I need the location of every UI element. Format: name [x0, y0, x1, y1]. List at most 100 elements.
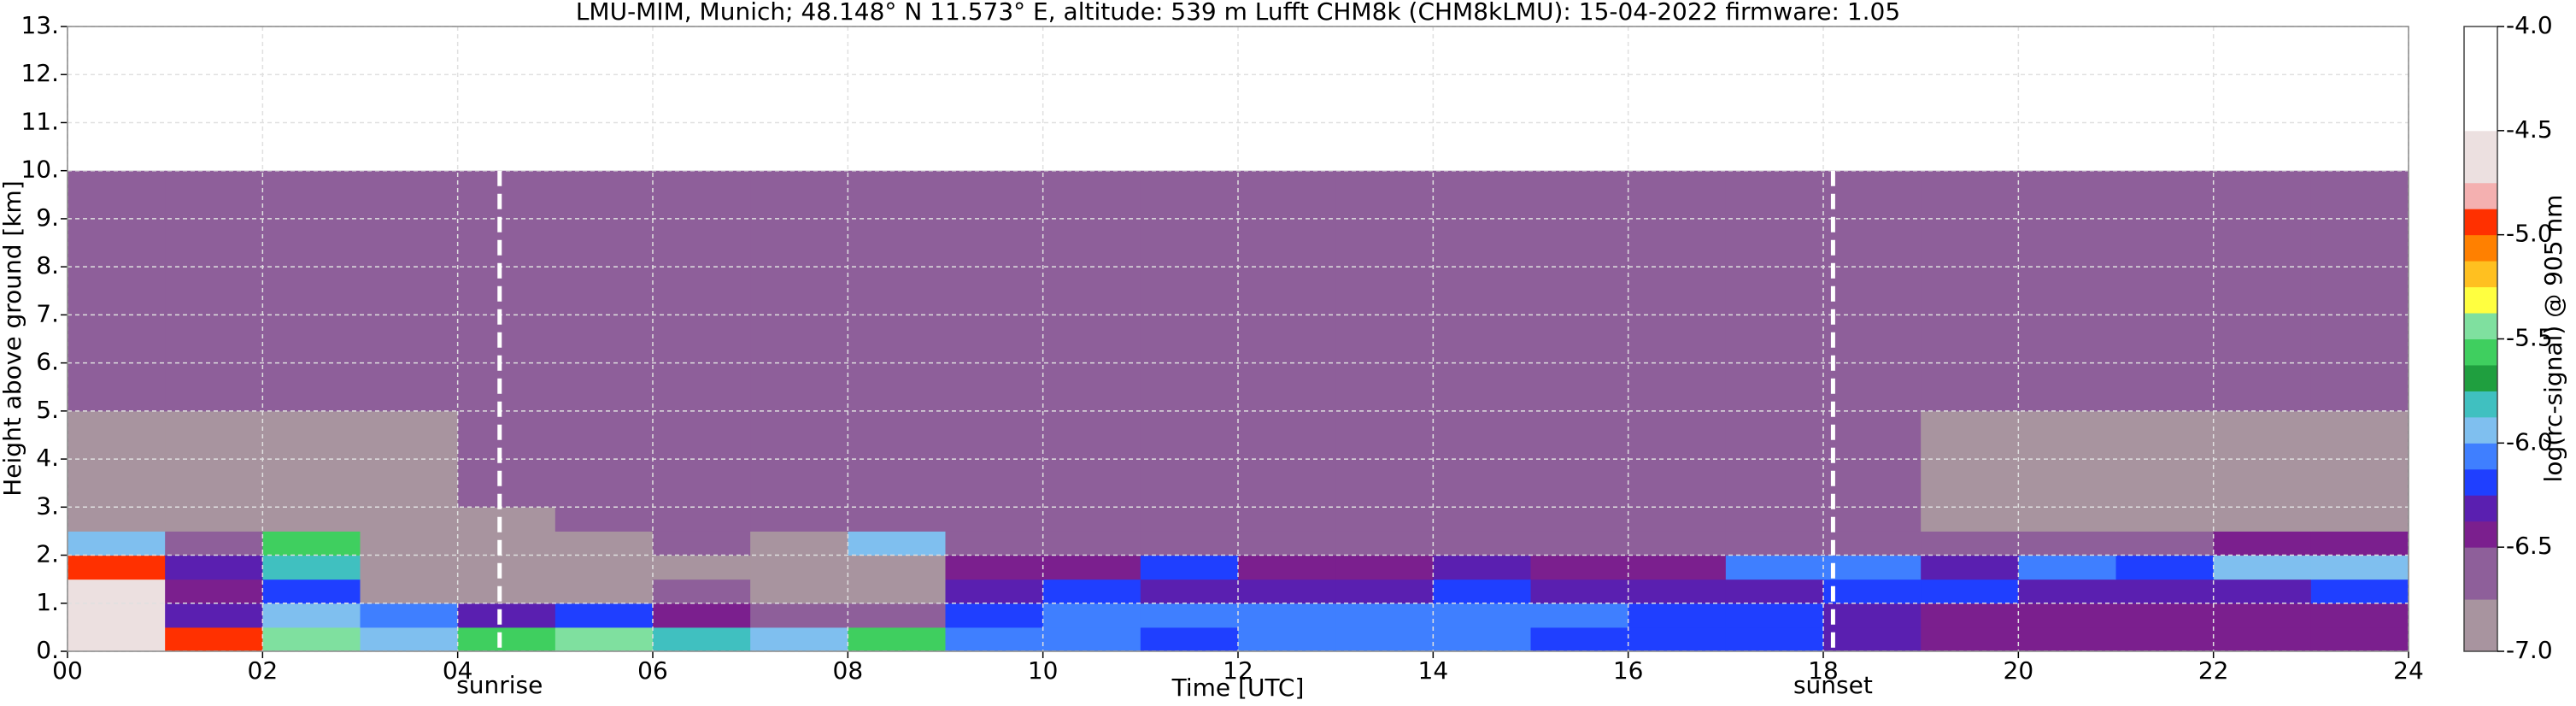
heatmap-cell	[1628, 579, 1727, 604]
x-tick-label: 22	[2198, 656, 2229, 685]
heatmap-cell	[2310, 170, 2409, 412]
y-tick-label: 6.	[36, 348, 59, 376]
heatmap-cell	[1725, 555, 1824, 580]
heatmap-cell	[848, 531, 946, 556]
heatmap-cell	[2018, 170, 2116, 412]
heatmap-cell	[2115, 170, 2215, 412]
heatmap-cell	[1823, 531, 1922, 556]
heatmap-cell	[1725, 531, 1824, 556]
heatmap-cell	[1433, 531, 1531, 556]
colorbar-band	[2464, 234, 2497, 262]
heatmap-cell	[262, 531, 361, 556]
heatmap-cell	[165, 579, 263, 604]
heatmap-cell	[67, 170, 166, 412]
heatmap-cell	[1725, 603, 1824, 628]
heatmap-cell	[262, 555, 361, 580]
heatmap-cell	[945, 603, 1044, 628]
heatmap-cell	[262, 170, 361, 412]
heatmap-cell	[945, 531, 1044, 556]
heatmap-cell	[555, 603, 654, 628]
heatmap-cell	[1238, 579, 1336, 604]
heatmap-cell	[848, 579, 946, 604]
heatmap-cell	[1530, 507, 1629, 532]
heatmap-cell	[2018, 603, 2116, 628]
y-tick-label: 13.	[21, 11, 59, 39]
heatmap-cell	[1238, 531, 1336, 556]
heatmap-cell	[457, 507, 556, 532]
heatmap-cell	[1530, 555, 1629, 580]
colorbar-band	[2464, 286, 2497, 314]
heatmap-cell	[1335, 627, 1434, 652]
heatmap-cell	[2115, 603, 2215, 628]
heatmap-cell	[360, 170, 459, 412]
heatmap-cell	[457, 531, 556, 556]
x-tick-label: 12	[1223, 656, 1253, 685]
colorbar-band	[2464, 468, 2497, 496]
heatmap-cell	[2213, 507, 2312, 532]
colorbar-tick-label: -6.0	[2506, 427, 2553, 456]
heatmap-cell	[2213, 579, 2312, 604]
heatmap-cell	[1042, 531, 1141, 556]
x-tick-label: 06	[637, 656, 668, 685]
heatmap-cell	[848, 627, 946, 652]
heatmap-cell	[1725, 579, 1824, 604]
heatmap-cell	[1433, 507, 1531, 532]
heatmap-cell	[165, 627, 263, 652]
heatmap-cell	[1725, 507, 1824, 532]
heatmap-cell	[1823, 555, 1922, 580]
colorbar-tick-label: -4.0	[2506, 11, 2553, 39]
heatmap-cell	[2213, 627, 2312, 652]
heatmap-cell	[750, 579, 848, 604]
heatmap-cell	[848, 603, 946, 628]
heatmap-cell	[653, 627, 751, 652]
heatmap-cell	[1042, 627, 1141, 652]
event-label: sunset	[1793, 671, 1873, 699]
heatmap-cell	[1140, 531, 1239, 556]
heatmap-cell	[653, 555, 751, 580]
heatmap-cell	[1823, 627, 1922, 652]
y-tick-label: 11.	[21, 107, 59, 135]
heatmap-cell	[1921, 603, 2019, 628]
heatmap-cell	[1238, 555, 1336, 580]
heatmap-cell	[1140, 579, 1239, 604]
heatmap-cell	[1823, 603, 1922, 628]
heatmap-cell	[262, 603, 361, 628]
colorbar-band	[2464, 261, 2497, 288]
x-tick-label: 02	[248, 656, 279, 685]
heatmap-cell	[2018, 531, 2116, 556]
colorbar-band	[2464, 391, 2497, 418]
heatmap-cell	[2018, 555, 2116, 580]
heatmap-cell	[1433, 555, 1531, 580]
heatmap-cell	[555, 555, 654, 580]
heatmap-cell	[945, 507, 1044, 532]
heatmap-cell	[750, 170, 848, 412]
plot-frame	[67, 26, 2409, 652]
heatmap-cell	[165, 170, 263, 412]
heatmap-cell	[1140, 627, 1239, 652]
colorbar-tick-label: -5.5	[2506, 324, 2553, 352]
heatmap-cell	[2310, 531, 2409, 556]
heatmap-cell	[1725, 170, 1824, 412]
x-tick-label: 08	[833, 656, 864, 685]
heatmap-cell	[1628, 170, 1727, 412]
heatmap-cell	[1335, 531, 1434, 556]
y-tick-label: 9.	[36, 203, 59, 232]
heatmap-cell	[1433, 579, 1531, 604]
heatmap-cell	[2213, 555, 2312, 580]
colorbar-band	[2464, 599, 2497, 652]
heatmap-cell	[848, 507, 946, 532]
heatmap-cell	[653, 603, 751, 628]
heatmap-cell	[1042, 170, 1141, 412]
heatmap-cell	[1921, 170, 2019, 412]
heatmap-cell	[1238, 627, 1336, 652]
heatmap-cell	[1042, 603, 1141, 628]
x-tick-label: 16	[1613, 656, 1644, 685]
heatmap-cell	[2115, 531, 2215, 556]
heatmap-cell	[360, 507, 459, 532]
colorbar-band	[2464, 26, 2497, 132]
heatmap-cell	[653, 507, 751, 532]
heatmap-cell	[1921, 507, 2019, 532]
heatmap-cell	[1628, 531, 1727, 556]
heatmap-cell	[262, 579, 361, 604]
